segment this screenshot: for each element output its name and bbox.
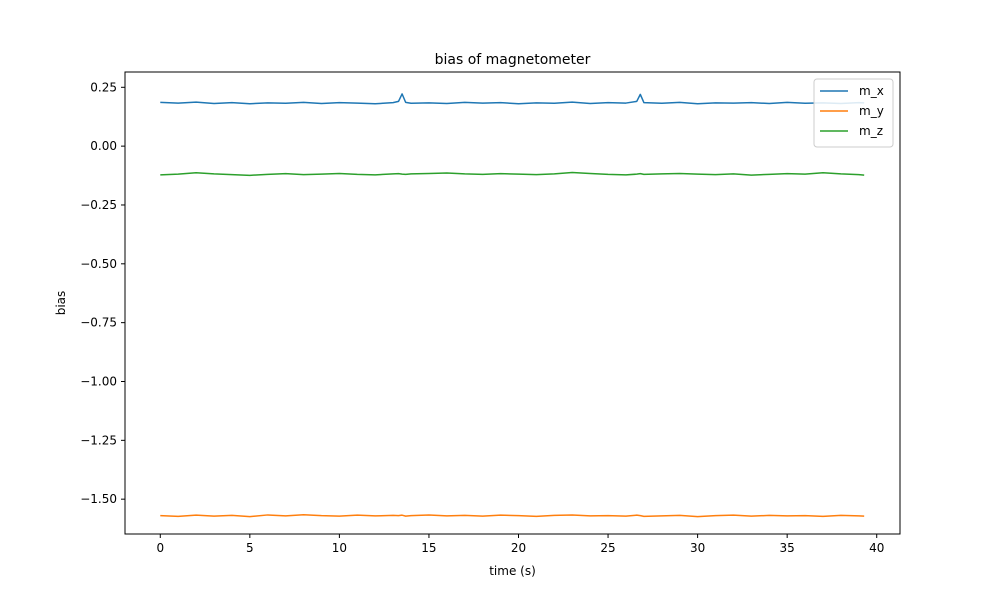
x-tick-label: 25 [600,541,615,555]
plot-area [124,71,901,535]
series-group [160,93,865,518]
x-tick-label: 40 [869,541,884,555]
x-tick-label: 15 [421,541,436,555]
y-axis-label: bias [54,291,68,316]
chart-title: bias of magnetometer [435,52,591,68]
x-axis: 0 5 10 15 20 25 30 35 40 [156,534,884,555]
legend: m_x m_y m_z [813,78,894,148]
y-tick-label: −0.75 [80,316,117,330]
y-tick-label: −1.25 [80,433,117,447]
legend-box [813,78,894,148]
x-axis-label: time (s) [489,564,536,578]
y-tick-label: −1.50 [80,492,117,506]
y-tick-label: −0.25 [80,198,117,212]
x-tick-label: 20 [511,541,526,555]
y-tick-label: 0.00 [90,139,117,153]
x-tick-label: 30 [690,541,705,555]
y-tick-label: 0.25 [90,80,117,94]
legend-label-m_x: m_x [859,84,884,98]
x-tick-label: 0 [156,541,164,555]
series-line-m_x [160,93,865,105]
y-axis: 0.25 0.00 −0.25 −0.50 −0.75 −1.00 −1.25 −1.50 [80,80,125,506]
y-tick-label: −0.50 [80,257,117,271]
y-tick-label: −1.00 [80,374,117,388]
plot-frame [124,71,901,535]
x-tick-label: 5 [246,541,254,555]
x-tick-label: 10 [332,541,347,555]
series-line-m_z [160,171,865,177]
legend-label-m_z: m_z [859,124,883,138]
series-line-m_y [160,513,865,518]
x-tick-label: 35 [780,541,795,555]
legend-label-m_y: m_y [859,104,884,118]
